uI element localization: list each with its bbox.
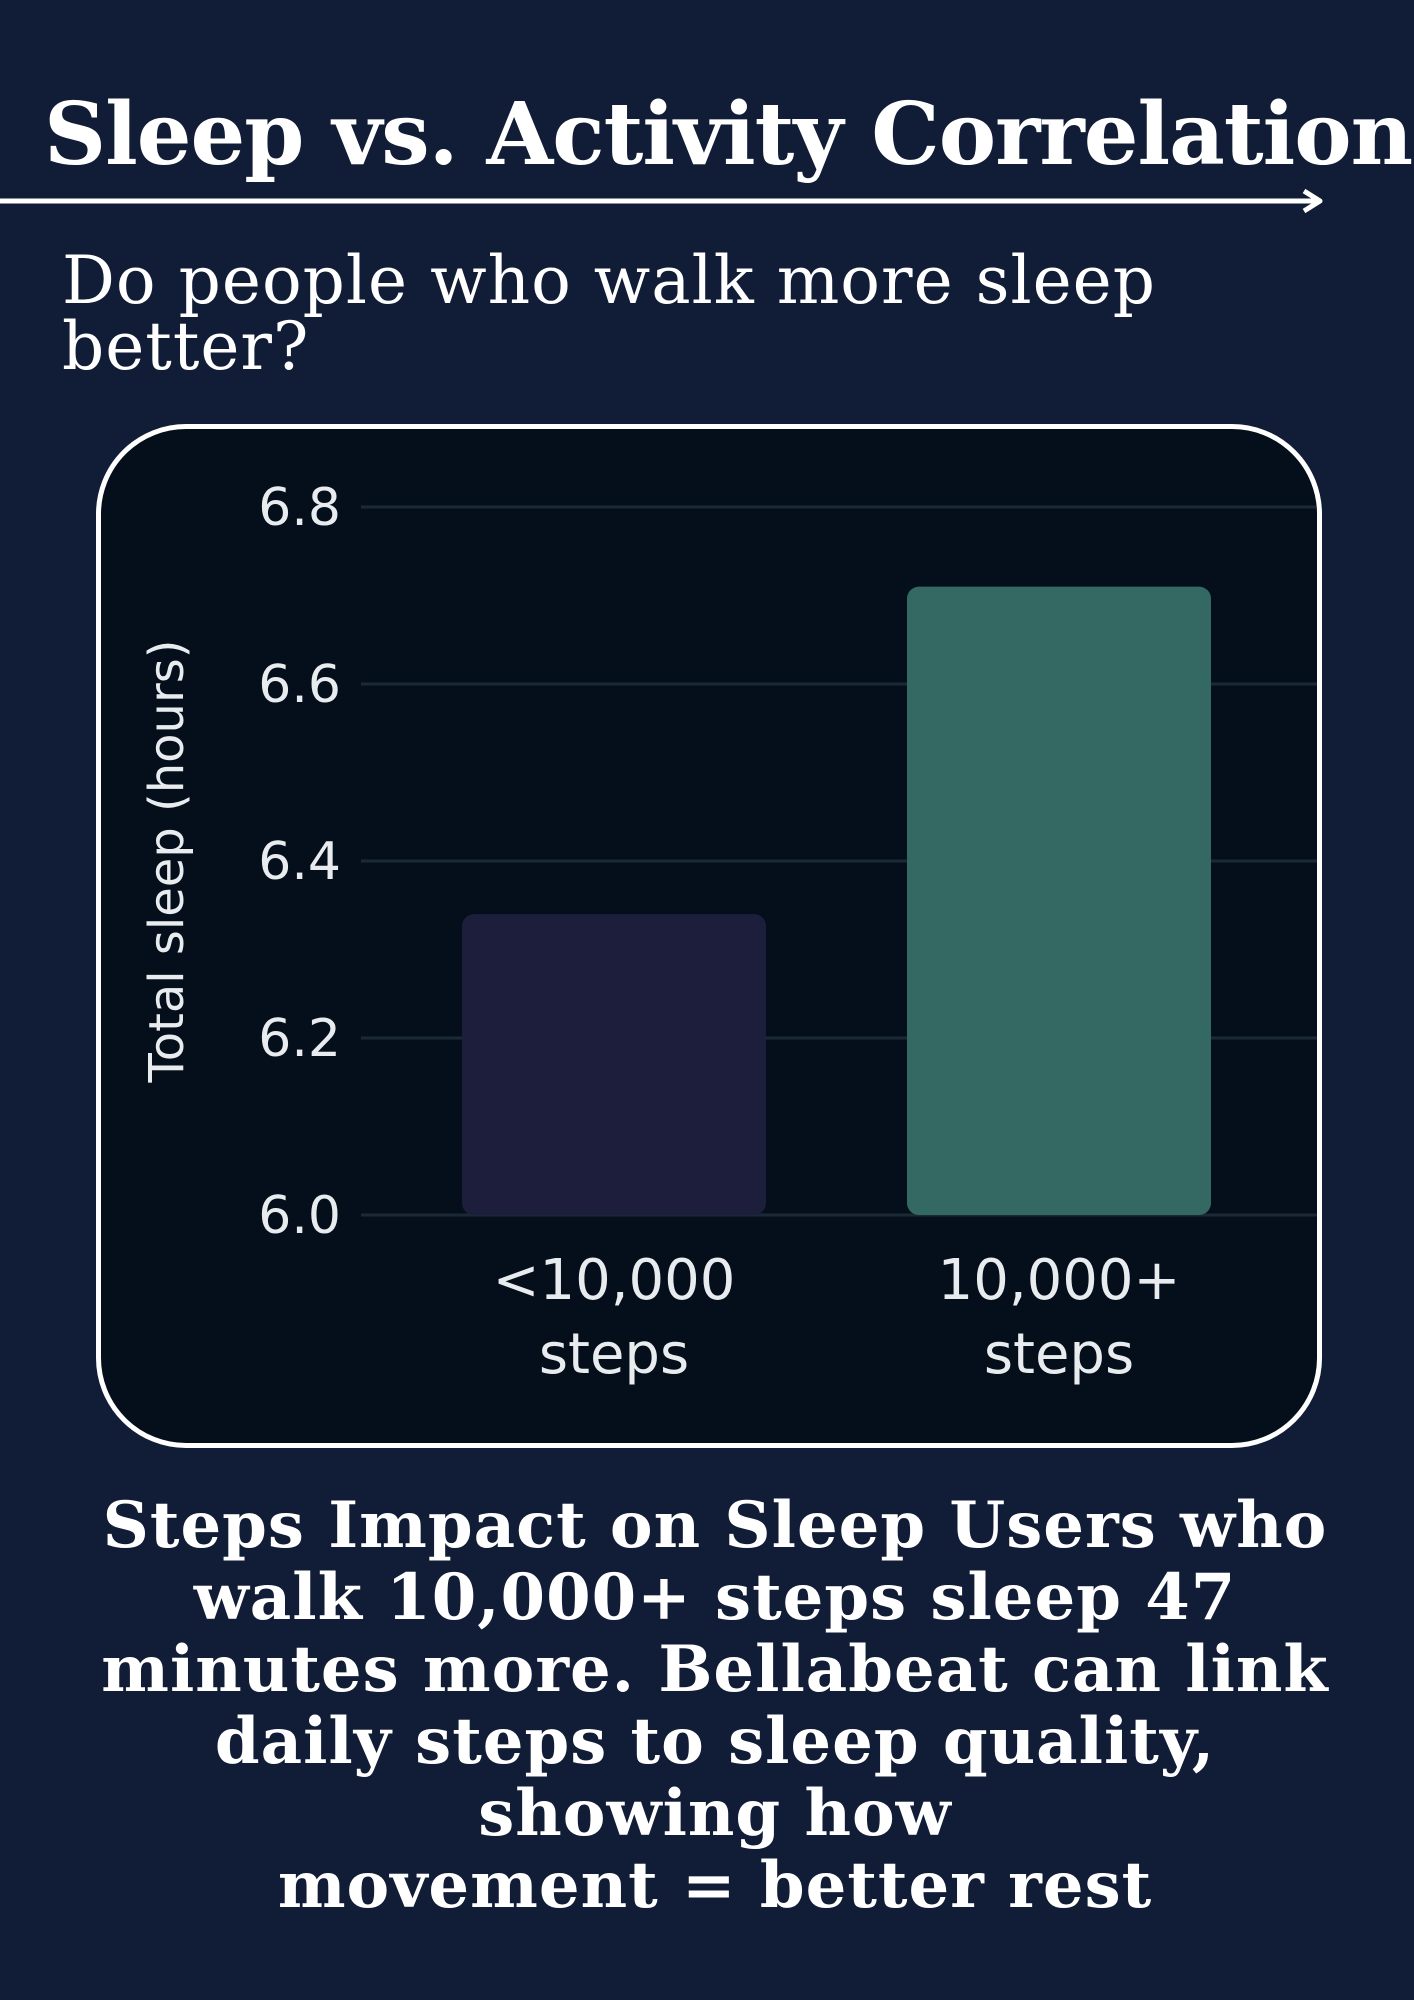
y-tick-label: 6.0 [258,1186,341,1246]
y-axis-label: Total sleep (hours) [139,640,195,1084]
bar-10000-plus-steps [907,586,1211,1215]
y-tick-label: 6.4 [258,832,341,892]
x-tick-label: 10,000+ [938,1248,1181,1313]
page-title: Sleep vs. Activity Correlation [44,84,1413,185]
caption-line: walk 10,000+ steps sleep 47 [193,1560,1237,1635]
caption-line: daily steps to sleep quality, [214,1704,1216,1779]
title-underline-arrow [0,188,1323,214]
caption-line: minutes more. Bellabeat can link [101,1632,1329,1707]
x-tick-label: steps [984,1322,1134,1387]
y-tick-label: 6.8 [258,478,341,538]
bar-chart: 6.0 6.2 6.4 6.6 6.8 Total sleep (hours) <10,00… [139,478,1317,1387]
y-tick-label: 6.2 [258,1009,341,1069]
y-tick-label: 6.6 [258,655,341,715]
caption-line: showing how [478,1776,952,1851]
x-tick-label: steps [539,1322,689,1387]
caption-line: Steps Impact on Sleep Users who [102,1488,1328,1563]
caption-line: movement = better rest [277,1848,1153,1923]
bar-under-10000-steps [462,914,766,1215]
x-tick-label: <10,000 [493,1248,736,1313]
page-subtitle: Do people who walk more sleep better? [62,242,1156,385]
caption: Steps Impact on Sleep Users who walk 10,… [82,1490,1348,1922]
chart-panel: 6.0 6.2 6.4 6.6 6.8 Total sleep (hours) <10,00… [96,424,1322,1448]
